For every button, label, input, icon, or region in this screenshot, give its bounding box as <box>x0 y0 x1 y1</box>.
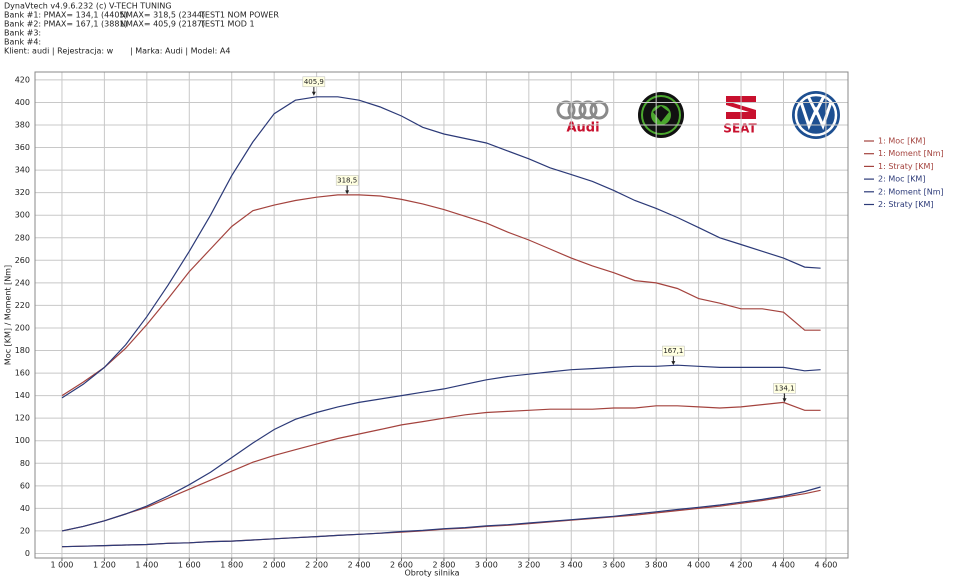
legend-label: 1: Straty [KM] <box>878 162 934 171</box>
y-tick-label: 40 <box>20 504 30 513</box>
legend-label: 2: Moment [Nm] <box>878 187 944 196</box>
audi-text: Audi <box>566 121 599 136</box>
series-line <box>61 96 821 399</box>
y-tick-label: 420 <box>15 75 30 84</box>
x-tick-label: 4 600 <box>814 561 837 570</box>
seat-logo: SEAT <box>723 96 758 136</box>
y-tick-label: 140 <box>15 391 30 400</box>
y-tick-label: 240 <box>15 278 30 287</box>
legend-label: 2: Moc [KM] <box>878 175 925 184</box>
x-tick-label: 1 600 <box>178 561 201 570</box>
x-tick-label: 2 400 <box>348 561 371 570</box>
y-tick-label: 160 <box>15 369 30 378</box>
y-tick-label: 80 <box>20 459 30 468</box>
legend-label: 2: Straty [KM] <box>878 200 934 209</box>
x-tick-label: 1 000 <box>50 561 73 570</box>
x-tick-label: 1 800 <box>220 561 243 570</box>
annotation-marker <box>345 190 350 195</box>
annotation-marker <box>311 91 316 96</box>
y-tick-label: 220 <box>15 301 30 310</box>
x-tick-label: 1 400 <box>135 561 158 570</box>
header-text: Bank #1: PMAX= 134,1 (4405) <box>4 11 128 20</box>
series-line <box>61 486 821 548</box>
header-text: Bank #3: <box>4 29 41 38</box>
y-tick-label: 20 <box>20 526 30 535</box>
header-text: Bank #2: PMAX= 167,1 (3881) <box>4 20 128 29</box>
legend-label: 1: Moc [KM] <box>878 137 925 146</box>
x-tick-label: 2 600 <box>390 561 413 570</box>
x-tick-label: 3 000 <box>475 561 498 570</box>
x-tick-label: 4 400 <box>772 561 795 570</box>
legend-label: 1: Moment [Nm] <box>878 149 944 158</box>
y-tick-label: 340 <box>15 166 30 175</box>
header-text: | Marka: Audi | Model: A4 <box>130 47 230 56</box>
x-tick-label: 3 600 <box>602 561 625 570</box>
series-line <box>61 364 821 532</box>
seat-text: SEAT <box>723 122 757 136</box>
header-text: TEST1 NOM POWER <box>199 11 279 20</box>
header-text: NMAX= 405,9 (2187) <box>120 20 205 29</box>
y-tick-label: 380 <box>15 120 30 129</box>
y-tick-label: 180 <box>15 346 30 355</box>
vw-logo <box>792 91 840 139</box>
y-tick-label: 200 <box>15 323 30 332</box>
y-tick-label: 120 <box>15 414 30 423</box>
x-tick-label: 2 200 <box>305 561 328 570</box>
plot-frame <box>34 71 849 559</box>
annotation-box <box>335 175 359 186</box>
x-tick-label: 4 000 <box>687 561 710 570</box>
annotation-marker <box>671 361 676 366</box>
series-line <box>61 401 821 532</box>
header-text: TEST1 MOD 1 <box>199 20 255 29</box>
x-axis-label: Obroty silnika <box>404 569 459 578</box>
x-tick-label: 2 800 <box>432 561 455 570</box>
y-tick-label: 360 <box>15 143 30 152</box>
series-line <box>61 489 821 548</box>
y-tick-label: 280 <box>15 233 30 242</box>
annotation-label: 318,5 <box>337 176 357 184</box>
audi-logo: Audi <box>556 100 609 136</box>
header-text: Klient: audi | Rejestracja: w <box>4 47 114 56</box>
x-tick-label: 3 800 <box>645 561 668 570</box>
x-tick-label: 3 400 <box>560 561 583 570</box>
y-tick-label: 300 <box>15 211 30 220</box>
annotation-box <box>302 76 326 88</box>
y-tick-label: 400 <box>15 98 30 107</box>
x-tick-label: 3 200 <box>517 561 540 570</box>
series-line <box>61 194 821 397</box>
y-tick-label: 260 <box>15 256 30 265</box>
y-tick-label: 100 <box>15 436 30 445</box>
annotation-label: 134,1 <box>775 384 795 392</box>
header-text: NMAX= 318,5 (2344) <box>120 11 205 20</box>
x-tick-label: 4 200 <box>730 561 753 570</box>
annotation-label: 405,9 <box>304 78 324 86</box>
y-axis-label: Moc [KM] / Moment [Nm] <box>4 265 13 365</box>
annotation-label: 167,1 <box>663 347 683 355</box>
y-tick-label: 320 <box>15 188 30 197</box>
x-tick-label: 2 000 <box>263 561 286 570</box>
x-tick-label: 1 200 <box>93 561 116 570</box>
annotation-marker <box>782 398 787 403</box>
annotation-box <box>662 345 685 357</box>
header-text: DynaVtech v4.9.6.232 (c) V-TECH TUNING <box>4 2 172 11</box>
skoda-logo <box>638 92 684 138</box>
annotation-box <box>773 383 796 394</box>
header-text: Bank #4: <box>4 38 41 47</box>
y-tick-label: 0 <box>25 549 30 558</box>
y-tick-label: 60 <box>20 481 30 490</box>
